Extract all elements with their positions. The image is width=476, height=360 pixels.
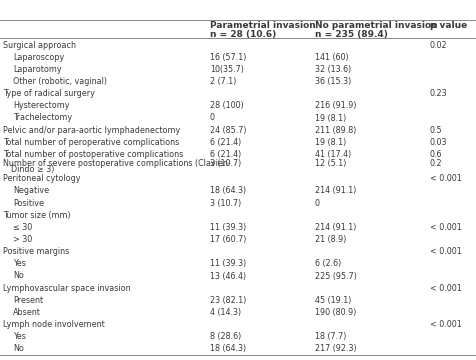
Text: 10(35.7): 10(35.7) <box>209 65 243 74</box>
Text: 0: 0 <box>314 199 319 208</box>
Text: 11 (39.3): 11 (39.3) <box>209 259 246 268</box>
Text: Laparoscopy: Laparoscopy <box>13 53 64 62</box>
Text: 190 (80.9): 190 (80.9) <box>314 308 356 317</box>
Text: Lymphovascular space invasion: Lymphovascular space invasion <box>3 284 130 293</box>
Text: Positive margins: Positive margins <box>3 247 69 256</box>
Text: 0.6: 0.6 <box>429 150 442 159</box>
Text: 3 (10.7): 3 (10.7) <box>209 159 241 168</box>
Text: n = 28 (10.6): n = 28 (10.6) <box>209 30 276 39</box>
Text: 0.23: 0.23 <box>429 89 446 98</box>
Text: 41 (17.4): 41 (17.4) <box>314 150 350 159</box>
Text: n = 235 (89.4): n = 235 (89.4) <box>314 30 387 39</box>
Text: 28 (100): 28 (100) <box>209 102 243 111</box>
Text: 0: 0 <box>209 113 215 122</box>
Text: 214 (91.1): 214 (91.1) <box>314 186 356 195</box>
Text: > 30: > 30 <box>13 235 32 244</box>
Text: 13 (46.4): 13 (46.4) <box>209 271 246 280</box>
Text: Lymph node involvement: Lymph node involvement <box>3 320 105 329</box>
Text: Yes: Yes <box>13 332 26 341</box>
Text: 19 (8.1): 19 (8.1) <box>314 113 346 122</box>
Text: Positive: Positive <box>13 199 44 208</box>
Text: 16 (57.1): 16 (57.1) <box>209 53 246 62</box>
Text: 0.02: 0.02 <box>429 41 446 50</box>
Text: Hysterectomy: Hysterectomy <box>13 102 69 111</box>
Text: Pelvic and/or para-aortic lymphadenectomy: Pelvic and/or para-aortic lymphadenectom… <box>3 126 180 135</box>
Text: 19 (8.1): 19 (8.1) <box>314 138 346 147</box>
Text: Other (robotic, vaginal): Other (robotic, vaginal) <box>13 77 107 86</box>
Text: < 0.001: < 0.001 <box>429 284 461 293</box>
Text: 0.5: 0.5 <box>429 126 442 135</box>
Text: 211 (89.8): 211 (89.8) <box>314 126 356 135</box>
Text: 141 (60): 141 (60) <box>314 53 348 62</box>
Text: 6 (2.6): 6 (2.6) <box>314 259 340 268</box>
Text: 21 (8.9): 21 (8.9) <box>314 235 346 244</box>
Text: 0.03: 0.03 <box>429 138 446 147</box>
Text: < 0.001: < 0.001 <box>429 174 461 183</box>
Text: Tumor size (mm): Tumor size (mm) <box>3 211 70 220</box>
Text: 45 (19.1): 45 (19.1) <box>314 296 351 305</box>
Text: 23 (82.1): 23 (82.1) <box>209 296 246 305</box>
Text: Negative: Negative <box>13 186 49 195</box>
Text: Dindo ≥ 3): Dindo ≥ 3) <box>11 165 54 174</box>
Text: 12 (5.1): 12 (5.1) <box>314 159 346 168</box>
Text: 18 (64.3): 18 (64.3) <box>209 186 246 195</box>
Text: 2 (7.1): 2 (7.1) <box>209 77 236 86</box>
Text: Yes: Yes <box>13 259 26 268</box>
Text: Surgical approach: Surgical approach <box>3 41 76 50</box>
Text: 18 (7.7): 18 (7.7) <box>314 332 346 341</box>
Text: 24 (85.7): 24 (85.7) <box>209 126 246 135</box>
Text: 32 (13.6): 32 (13.6) <box>314 65 350 74</box>
Text: 3 (10.7): 3 (10.7) <box>209 199 241 208</box>
Text: 11 (39.3): 11 (39.3) <box>209 223 246 232</box>
Text: 214 (91.1): 214 (91.1) <box>314 223 356 232</box>
Text: 225 (95.7): 225 (95.7) <box>314 271 356 280</box>
Text: 0.2: 0.2 <box>429 159 442 168</box>
Text: Peritoneal cytology: Peritoneal cytology <box>3 174 80 183</box>
Text: p value: p value <box>429 21 466 30</box>
Text: No: No <box>13 345 24 354</box>
Text: Total number of peroperative complications: Total number of peroperative complicatio… <box>3 138 179 147</box>
Text: 4 (14.3): 4 (14.3) <box>209 308 241 317</box>
Text: Absent: Absent <box>13 308 41 317</box>
Text: Total number of postoperative complications: Total number of postoperative complicati… <box>3 150 183 159</box>
Text: 17 (60.7): 17 (60.7) <box>209 235 246 244</box>
Text: Type of radical surgery: Type of radical surgery <box>3 89 95 98</box>
Text: No: No <box>13 271 24 280</box>
Text: 217 (92.3): 217 (92.3) <box>314 345 356 354</box>
Text: 18 (64.3): 18 (64.3) <box>209 345 246 354</box>
Text: Laparotomy: Laparotomy <box>13 65 61 74</box>
Text: 36 (15.3): 36 (15.3) <box>314 77 350 86</box>
Text: < 0.001: < 0.001 <box>429 223 461 232</box>
Text: Trachelectomy: Trachelectomy <box>13 113 72 122</box>
Text: 6 (21.4): 6 (21.4) <box>209 138 241 147</box>
Text: Number of severe postoperative complications (Clavien-: Number of severe postoperative complicat… <box>3 159 230 168</box>
Text: Parametrial invasion: Parametrial invasion <box>209 21 315 30</box>
Text: 8 (28.6): 8 (28.6) <box>209 332 241 341</box>
Text: < 0.001: < 0.001 <box>429 247 461 256</box>
Text: 6 (21.4): 6 (21.4) <box>209 150 241 159</box>
Text: ≤ 30: ≤ 30 <box>13 223 32 232</box>
Text: 216 (91.9): 216 (91.9) <box>314 102 356 111</box>
Text: No parametrial invasion: No parametrial invasion <box>314 21 436 30</box>
Text: < 0.001: < 0.001 <box>429 320 461 329</box>
Text: Present: Present <box>13 296 43 305</box>
